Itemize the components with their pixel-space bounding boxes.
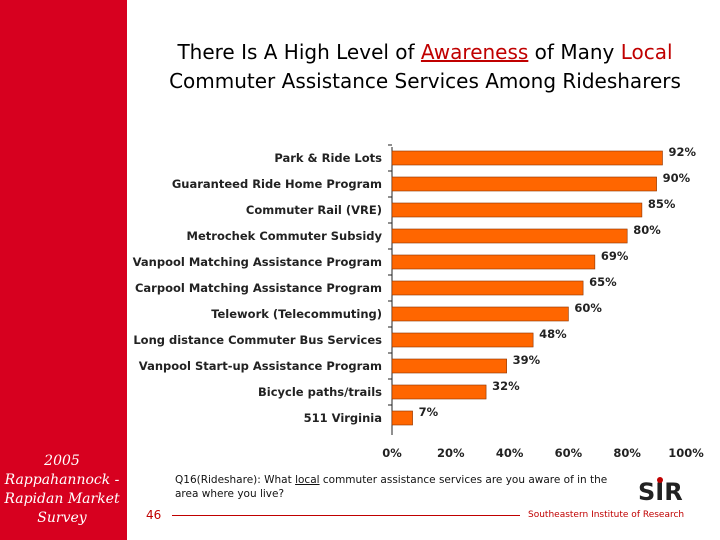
bar bbox=[391, 280, 584, 296]
bar bbox=[391, 306, 569, 322]
x-tick-label: 100% bbox=[668, 446, 704, 460]
page-number: 46 bbox=[146, 508, 162, 522]
data-label: 48% bbox=[539, 327, 567, 341]
title-text-a: There Is A High Level of bbox=[177, 40, 421, 64]
sir-logo: SIR bbox=[638, 477, 683, 506]
category-label: 511 Virginia bbox=[304, 411, 382, 425]
title-line-2: Commuter Assistance Services Among Rides… bbox=[169, 69, 681, 93]
category-label: Long distance Commuter Bus Services bbox=[133, 333, 382, 347]
bar bbox=[391, 228, 628, 244]
category-label: Telework (Telecommuting) bbox=[211, 307, 382, 321]
bar bbox=[391, 254, 596, 270]
question-prefix: Q16(Rideshare): What bbox=[175, 474, 296, 486]
data-label: 39% bbox=[513, 353, 541, 367]
x-tick-label: 60% bbox=[555, 446, 583, 460]
data-label: 85% bbox=[648, 197, 676, 211]
bar bbox=[391, 176, 657, 192]
data-label: 92% bbox=[668, 145, 696, 159]
survey-label: 2005 Rappahannock - Rapidan Market Surve… bbox=[4, 453, 120, 526]
x-tick-label: 0% bbox=[382, 446, 402, 460]
x-tick-label: 40% bbox=[496, 446, 524, 460]
category-label: Guaranteed Ride Home Program bbox=[172, 177, 382, 191]
title-line-1: There Is A High Level of Awareness of Ma… bbox=[130, 38, 720, 67]
bar bbox=[391, 410, 413, 426]
bar bbox=[391, 358, 507, 374]
data-label: 32% bbox=[492, 379, 520, 393]
title-text-b: of Many bbox=[528, 40, 621, 64]
data-label: 60% bbox=[574, 301, 602, 315]
data-label: 69% bbox=[601, 249, 629, 263]
category-label: Park & Ride Lots bbox=[274, 151, 382, 165]
survey-question: Q16(Rideshare): What local commuter assi… bbox=[175, 473, 615, 501]
title-highlight-awareness: Awareness bbox=[420, 40, 529, 64]
x-tick-label: 20% bbox=[437, 446, 465, 460]
title-highlight-local: Local bbox=[620, 40, 673, 64]
logo-dot-icon bbox=[657, 477, 663, 483]
footer-divider bbox=[172, 515, 520, 516]
category-label: Carpool Matching Assistance Program bbox=[135, 281, 382, 295]
category-label: Metrochek Commuter Subsidy bbox=[187, 229, 383, 243]
category-label: Vanpool Matching Assistance Program bbox=[133, 255, 382, 269]
bar bbox=[391, 202, 643, 218]
data-label: 90% bbox=[663, 171, 691, 185]
category-label: Vanpool Start-up Assistance Program bbox=[139, 359, 382, 373]
question-underlined-word: local bbox=[295, 474, 320, 486]
organization-name: Southeastern Institute of Research bbox=[528, 510, 685, 520]
data-label: 80% bbox=[633, 223, 661, 237]
bar bbox=[391, 332, 534, 348]
question-suffix: commuter assistance services are you awa… bbox=[175, 474, 608, 500]
category-label: Commuter Rail (VRE) bbox=[246, 203, 382, 217]
data-label: 65% bbox=[589, 275, 617, 289]
data-label: 7% bbox=[419, 405, 439, 419]
sidebar-panel: 2005 Rappahannock - Rapidan Market Surve… bbox=[0, 0, 127, 540]
bar bbox=[391, 150, 663, 166]
x-tick-label: 80% bbox=[613, 446, 641, 460]
category-label: Bicycle paths/trails bbox=[258, 385, 382, 399]
slide-title: There Is A High Level of Awareness of Ma… bbox=[130, 38, 720, 96]
bar bbox=[391, 384, 487, 400]
